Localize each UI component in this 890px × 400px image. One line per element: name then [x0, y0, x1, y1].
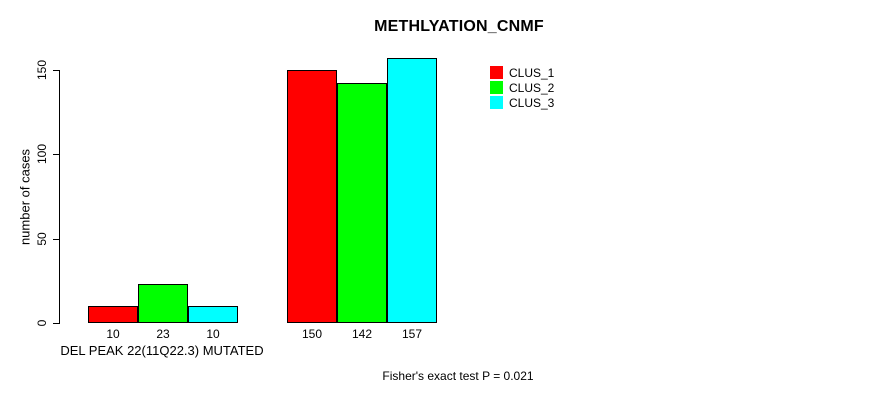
y-tick-label: 0	[35, 319, 49, 327]
y-axis-line	[59, 70, 60, 324]
bar-value-label: 157	[401, 327, 423, 341]
y-tick-label: 150	[35, 59, 49, 81]
bar-value-label: 23	[156, 327, 170, 341]
bar-clus_3-group1	[188, 306, 238, 323]
y-tick-label: 100	[35, 143, 49, 165]
legend-label: CLUS_2	[509, 80, 555, 95]
bar-clus_3-group2	[387, 58, 437, 323]
legend-swatch-icon	[490, 96, 503, 109]
bar-value-label: 142	[351, 327, 373, 341]
legend-swatch-icon	[490, 66, 503, 79]
bar-clus_2-group2	[337, 83, 387, 323]
x-axis-group-label: DEL PEAK 22(11Q22.3) MUTATED	[60, 343, 264, 358]
bar-value-label: 150	[301, 327, 323, 341]
bar-clus_1-group2	[287, 70, 337, 323]
legend-label: CLUS_3	[509, 95, 555, 110]
y-axis-title: number of cases	[17, 148, 33, 246]
bar-value-label: 10	[206, 327, 220, 341]
stat-test-annotation: Fisher's exact test P = 0.021	[382, 369, 534, 383]
bar-clus_2-group1	[138, 284, 188, 323]
y-tick-mark	[53, 154, 59, 155]
y-tick-mark	[53, 70, 59, 71]
bar-clus_1-group1	[88, 306, 138, 323]
chart-title: METHLYATION_CNMF	[374, 18, 544, 35]
legend-label: CLUS_1	[509, 65, 555, 80]
y-tick-mark	[53, 239, 59, 240]
y-tick-label: 50	[35, 232, 49, 246]
legend: CLUS_1 CLUS_2 CLUS_3	[490, 66, 554, 111]
bar-value-label: 10	[106, 327, 120, 341]
legend-row-clus_2: CLUS_2	[490, 80, 555, 95]
legend-row-clus_1: CLUS_1	[490, 65, 555, 80]
legend-row-clus_3: CLUS_3	[490, 95, 555, 110]
legend-swatch-icon	[490, 81, 503, 94]
y-tick-mark	[53, 323, 59, 324]
